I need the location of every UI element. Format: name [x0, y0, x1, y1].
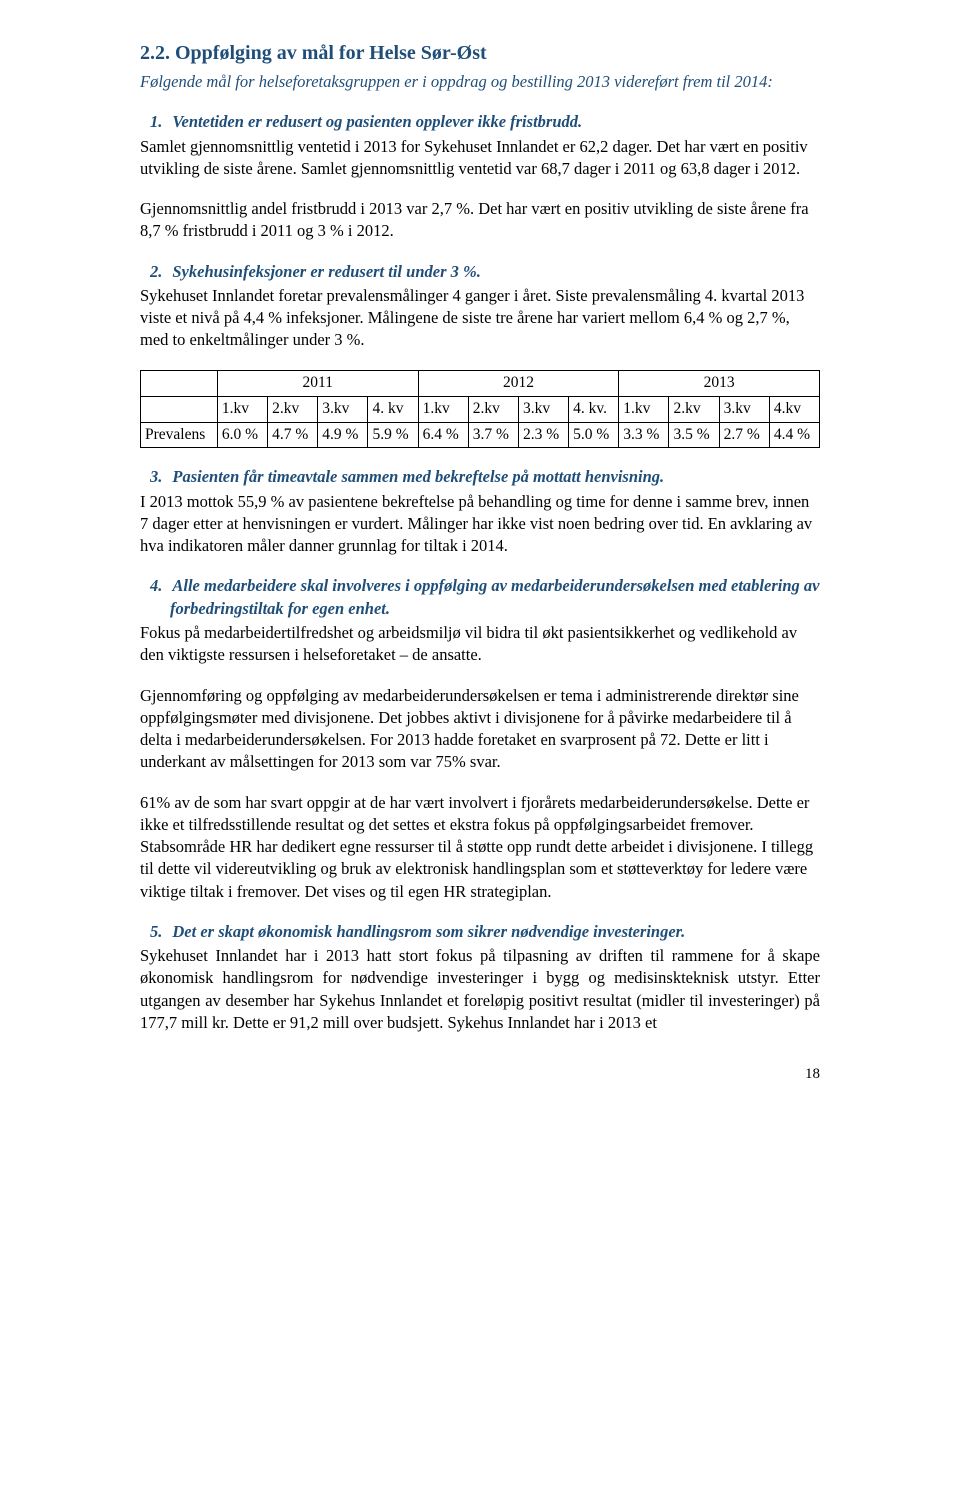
- table-quarter-empty: [141, 396, 218, 422]
- item-4-para-3: 61% av de som har svart oppgir at de har…: [140, 792, 820, 903]
- table-cell: 3.7 %: [468, 422, 518, 448]
- table-cell: 4.7 %: [268, 422, 318, 448]
- item-1-para-2: Gjennomsnittlig andel fristbrudd i 2013 …: [140, 198, 820, 243]
- table-cell: 4.4 %: [769, 422, 819, 448]
- table-col-label: 3.kv: [518, 396, 568, 422]
- table-cell: 2.7 %: [719, 422, 769, 448]
- table-row-label: Prevalens: [141, 422, 218, 448]
- prevalence-table: 2011 2012 2013 1.kv 2.kv 3.kv 4. kv 1.kv…: [140, 370, 820, 449]
- document-page: 2.2. Oppfølging av mål for Helse Sør-Øst…: [70, 0, 890, 1145]
- table-col-label: 1.kv: [217, 396, 267, 422]
- table-col-label: 4.kv: [769, 396, 819, 422]
- item-3-para: I 2013 mottok 55,9 % av pasientene bekre…: [140, 491, 820, 558]
- item-5-number: 5.: [150, 922, 172, 941]
- page-number: 18: [140, 1064, 820, 1084]
- table-cell: 6.0 %: [217, 422, 267, 448]
- item-1-title: Ventetiden er redusert og pasienten oppl…: [172, 112, 582, 131]
- table-cell: 4.9 %: [318, 422, 368, 448]
- table-col-label: 1.kv: [418, 396, 468, 422]
- item-4-para-2: Gjennomføring og oppfølging av medarbeid…: [140, 685, 820, 774]
- table-cell: 5.0 %: [569, 422, 619, 448]
- item-2-title: Sykehusinfeksjoner er redusert til under…: [172, 262, 481, 281]
- item-5-heading: 5.Det er skapt økonomisk handlingsrom so…: [140, 921, 820, 943]
- table-col-label: 4. kv: [368, 396, 418, 422]
- table-col-label: 2.kv: [468, 396, 518, 422]
- table-year-2011: 2011: [217, 370, 418, 396]
- item-3-heading: 3.Pasienten får timeavtale sammen med be…: [140, 466, 820, 488]
- table-quarter-row: 1.kv 2.kv 3.kv 4. kv 1.kv 2.kv 3.kv 4. k…: [141, 396, 820, 422]
- item-1-heading: 1.Ventetiden er redusert og pasienten op…: [140, 111, 820, 133]
- item-1-number: 1.: [150, 112, 172, 131]
- table-data-row: Prevalens 6.0 % 4.7 % 4.9 % 5.9 % 6.4 % …: [141, 422, 820, 448]
- table-col-label: 3.kv: [318, 396, 368, 422]
- item-2-para: Sykehuset Innlandet foretar prevalensmål…: [140, 285, 820, 352]
- item-2-heading: 2.Sykehusinfeksjoner er redusert til und…: [140, 261, 820, 283]
- table-cell: 5.9 %: [368, 422, 418, 448]
- item-2-number: 2.: [150, 262, 172, 281]
- table-year-row: 2011 2012 2013: [141, 370, 820, 396]
- table-col-label: 2.kv: [268, 396, 318, 422]
- table-cell: 6.4 %: [418, 422, 468, 448]
- table-col-label: 4. kv.: [569, 396, 619, 422]
- item-4-title: Alle medarbeidere skal involveres i oppf…: [170, 576, 819, 617]
- item-1-para-1: Samlet gjennomsnittlig ventetid i 2013 f…: [140, 136, 820, 181]
- table-year-2013: 2013: [619, 370, 820, 396]
- item-4-number: 4.: [150, 576, 172, 595]
- table-cell: 3.3 %: [619, 422, 669, 448]
- table-cell: 2.3 %: [518, 422, 568, 448]
- item-4-heading: 4.Alle medarbeidere skal involveres i op…: [140, 575, 820, 620]
- table-col-label: 3.kv: [719, 396, 769, 422]
- item-3-title: Pasienten får timeavtale sammen med bekr…: [172, 467, 664, 486]
- table-cell: 3.5 %: [669, 422, 719, 448]
- intro-paragraph: Følgende mål for helseforetaksgruppen er…: [140, 71, 820, 93]
- table-col-label: 1.kv: [619, 396, 669, 422]
- item-3-number: 3.: [150, 467, 172, 486]
- table-col-label: 2.kv: [669, 396, 719, 422]
- section-heading: 2.2. Oppfølging av mål for Helse Sør-Øst: [140, 40, 820, 67]
- item-5-para: Sykehuset Innlandet har i 2013 hatt stor…: [140, 945, 820, 1034]
- item-5-title: Det er skapt økonomisk handlingsrom som …: [172, 922, 685, 941]
- table-corner-cell: [141, 370, 218, 396]
- table-year-2012: 2012: [418, 370, 619, 396]
- item-4-para-1: Fokus på medarbeidertilfredshet og arbei…: [140, 622, 820, 667]
